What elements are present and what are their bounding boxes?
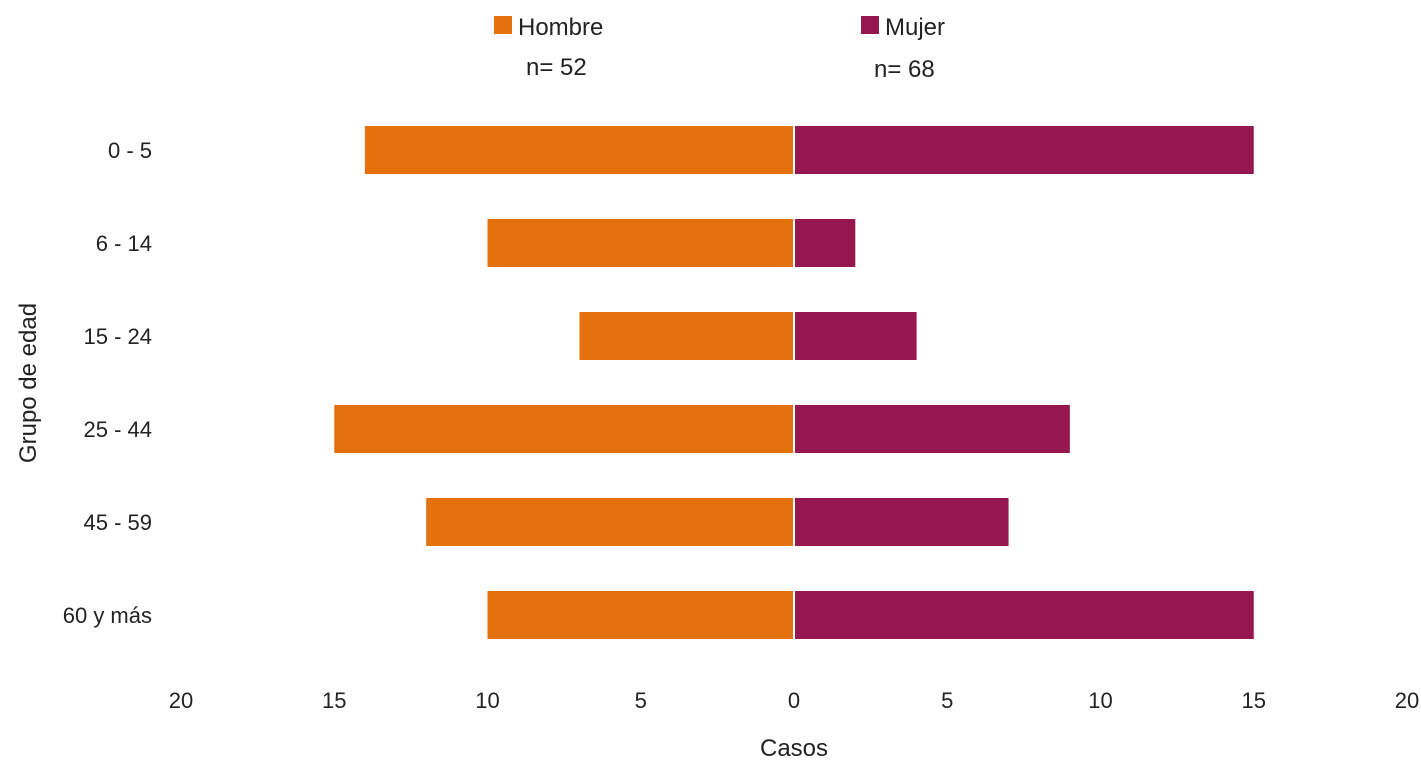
bar-mujer-6-14 xyxy=(794,219,856,267)
y-axis-title: Grupo de edad xyxy=(15,303,42,463)
bar-mujer-15-24 xyxy=(794,312,917,360)
bar-hombre-45-59 xyxy=(426,498,794,546)
y-tick-label: 6 - 14 xyxy=(96,231,152,256)
x-tick-label: 5 xyxy=(635,688,647,713)
x-axis-title: Casos xyxy=(760,735,828,761)
x-tick-label: 0 xyxy=(788,688,800,713)
legend-label-hombre: Hombre xyxy=(518,14,603,41)
bars-group xyxy=(334,124,1254,641)
legend: Hombre n= 52 Mujer n= 68 xyxy=(494,14,945,83)
bar-hombre-60-y-m-s xyxy=(487,591,794,639)
y-tick-label: 15 - 24 xyxy=(84,324,153,349)
legend-swatch-hombre xyxy=(494,16,512,34)
bar-mujer-60-y-m-s xyxy=(794,591,1254,639)
legend-n-mujer: n= 68 xyxy=(874,56,935,83)
legend-label-mujer: Mujer xyxy=(885,14,945,41)
bar-hombre-15-24 xyxy=(579,312,794,360)
x-tick-labels: 20 15 10 5 0 5 10 15 20 xyxy=(169,688,1419,713)
legend-swatch-mujer xyxy=(861,16,879,34)
bar-mujer-25-44 xyxy=(794,405,1070,453)
x-tick-label: 10 xyxy=(475,688,499,713)
x-tick-label: 20 xyxy=(169,688,193,713)
y-tick-labels: 0 - 5 6 - 14 15 - 24 25 - 44 45 - 59 60 y más xyxy=(63,138,152,628)
x-tick-label: 15 xyxy=(1242,688,1266,713)
x-tick-label: 20 xyxy=(1395,688,1419,713)
bar-hombre-6-14 xyxy=(487,219,794,267)
bar-mujer-0-5 xyxy=(794,126,1254,174)
y-tick-label: 45 - 59 xyxy=(84,510,153,535)
x-tick-label: 5 xyxy=(941,688,953,713)
bar-mujer-45-59 xyxy=(794,498,1009,546)
bar-hombre-25-44 xyxy=(334,405,794,453)
x-tick-label: 15 xyxy=(322,688,346,713)
y-tick-label: 60 y más xyxy=(63,603,152,628)
bar-hombre-0-5 xyxy=(364,126,794,174)
y-tick-label: 0 - 5 xyxy=(108,138,152,163)
x-tick-label: 10 xyxy=(1088,688,1112,713)
y-tick-label: 25 - 44 xyxy=(84,417,153,442)
legend-n-hombre: n= 52 xyxy=(526,54,587,81)
